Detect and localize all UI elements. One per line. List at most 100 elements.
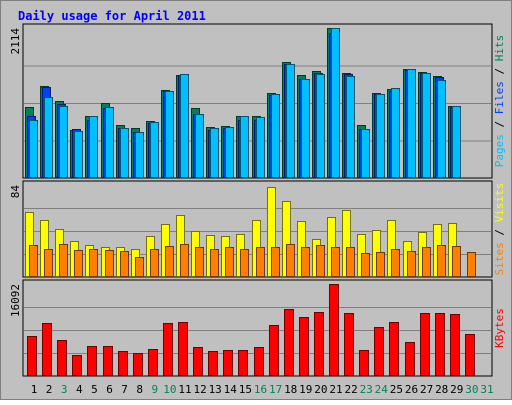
bar-kbytes-day-30 [465,334,475,376]
day-label-14: 14 [224,383,238,396]
day-label-4: 4 [76,383,83,396]
day-label-16: 16 [254,383,267,396]
bar-kbytes-day-27 [420,313,430,376]
day-label-24: 24 [375,383,389,396]
bar-sites-day-23 [361,253,370,277]
bar-kbytes-day-24 [374,327,384,376]
bar-kbytes-day-29 [450,314,460,376]
bar-sites-day-28 [437,245,446,277]
chart-title: Daily usage for April 2011 [18,9,206,23]
bar-pages-day-29 [452,106,461,178]
bar-pages-day-25 [391,88,400,178]
bar-sites-day-22 [346,247,355,277]
day-label-18: 18 [284,383,297,396]
day-label-30: 30 [465,383,478,396]
bar-sites-day-3 [59,244,68,277]
bar-pages-day-7 [120,128,129,178]
bar-sites-day-4 [74,250,83,277]
bar-kbytes-day-8 [133,353,143,376]
axis-label-kbytes: KBytes [493,308,506,348]
axis-max-label-top: 2114 [9,28,22,55]
day-label-13: 13 [209,383,222,396]
bar-kbytes-day-23 [359,350,369,376]
bar-pages-day-24 [376,94,385,178]
bar-pages-day-9 [150,122,159,178]
axis-series-label-middle: Sites / Visits [493,183,506,276]
bar-kbytes-day-7 [118,351,128,376]
bar-kbytes-day-16 [254,347,264,376]
bar-pages-day-17 [271,94,280,178]
bar-pages-day-10 [165,91,174,178]
bar-kbytes-day-14 [223,350,233,376]
day-label-6: 6 [106,383,113,396]
bar-pages-day-16 [256,117,265,178]
bar-sites-day-19 [301,247,310,277]
bar-kbytes-day-22 [344,313,354,376]
bar-pages-day-27 [422,73,431,178]
bar-kbytes-day-15 [238,350,248,376]
day-label-26: 26 [405,383,418,396]
bar-kbytes-day-25 [389,322,399,376]
bar-kbytes-day-28 [435,313,445,376]
day-label-9: 9 [151,383,158,396]
day-label-7: 7 [121,383,128,396]
bar-kbytes-day-3 [57,340,67,376]
day-label-20: 20 [314,383,327,396]
bar-sites-day-14 [225,247,234,277]
panel-middle: 84 Sites / Visits [9,180,506,278]
axis-max-label-bottom: 16092 [9,284,22,317]
bar-pages-day-4 [74,131,83,178]
bar-sites-day-1 [29,245,38,277]
bar-pages-day-1 [29,120,38,178]
bar-kbytes-day-9 [148,349,158,376]
day-label-3: 3 [61,383,68,396]
bar-pages-day-6 [105,107,114,178]
axis-series-label-top: Pages / Files / Hits [493,35,506,168]
bar-sites-day-13 [210,249,219,277]
bar-sites-day-2 [44,249,53,277]
day-label-5: 5 [91,383,98,396]
bar-sites-day-27 [422,247,431,277]
day-label-15: 15 [239,383,252,396]
day-label-22: 22 [344,383,357,396]
bar-kbytes-day-21 [329,284,339,376]
bar-sites-day-20 [316,245,325,277]
day-label-25: 25 [390,383,403,396]
bar-pages-day-12 [195,114,204,178]
bar-pages-day-21 [331,28,340,178]
bar-kbytes-day-11 [178,322,188,376]
axis-max-label-middle: 84 [9,185,22,199]
bar-kbytes-day-19 [299,317,309,376]
bar-pages-day-28 [437,80,446,178]
bar-kbytes-day-6 [103,346,113,376]
bar-sites-day-11 [180,244,189,277]
bar-pages-day-20 [316,74,325,178]
bar-pages-day-18 [286,64,295,178]
bar-sites-day-16 [256,247,265,277]
day-label-2: 2 [46,383,53,396]
panel-top: 2114 Pages / Files / Hits [9,23,506,179]
bar-sites-day-30 [467,252,476,277]
bar-sites-day-26 [407,251,416,277]
bar-sites-day-5 [89,249,98,277]
bar-kbytes-day-12 [193,347,203,376]
bar-pages-day-3 [59,106,68,178]
bar-sites-day-24 [376,252,385,277]
bar-sites-day-10 [165,246,174,277]
bar-kbytes-day-18 [284,309,294,376]
bar-kbytes-day-20 [314,312,324,376]
bar-sites-day-15 [240,249,249,277]
bar-kbytes-day-1 [27,336,37,376]
bar-sites-day-17 [271,247,280,277]
day-label-10: 10 [163,383,176,396]
day-label-8: 8 [136,383,143,396]
chart-panels: 2114 Pages / Files / Hits 84 Sites / Visits… [9,23,506,377]
bar-sites-day-12 [195,247,204,277]
panel-bottom: 16092 KBytes [9,279,506,377]
day-label-29: 29 [450,383,463,396]
bar-pages-day-8 [135,132,144,178]
day-label-11: 11 [178,383,191,396]
bar-pages-day-26 [407,69,416,178]
